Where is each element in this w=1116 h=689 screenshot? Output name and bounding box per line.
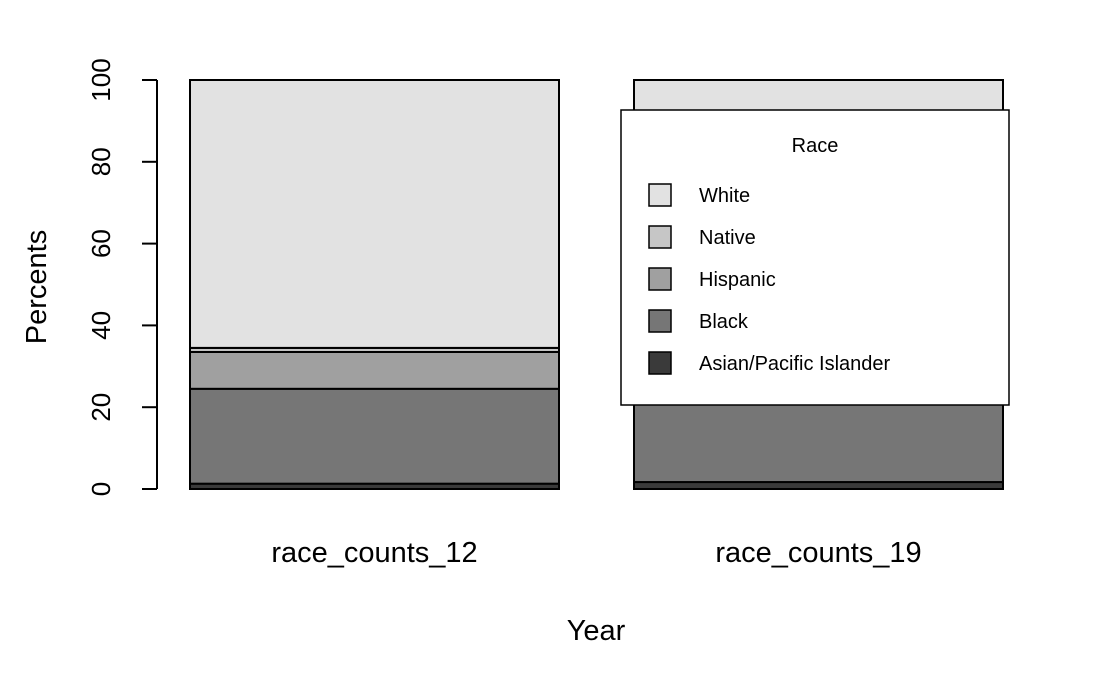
x-axis-title: Year <box>567 615 626 647</box>
legend-swatch <box>648 183 672 207</box>
y-tick-label: 20 <box>86 393 116 422</box>
legend-label: White <box>699 185 750 207</box>
bar-segment-hispanic-1 <box>189 350 560 390</box>
legend-label: Black <box>699 311 749 333</box>
y-tick-label: 60 <box>86 229 116 258</box>
bar-segment-black-1 <box>189 387 560 485</box>
x-axis-labels: race_counts_12 race_counts_19 <box>271 537 921 569</box>
legend-box <box>620 109 1010 406</box>
legend-title: Race <box>792 135 839 157</box>
y-tick-label: 100 <box>86 58 116 101</box>
bar-segment-asian-pacific-islander-2 <box>633 481 1004 490</box>
y-tick-label: 40 <box>86 311 116 340</box>
legend-swatch <box>648 225 672 249</box>
x-tick-label: race_counts_12 <box>271 537 477 569</box>
x-tick-label: race_counts_19 <box>715 537 921 569</box>
legend-label: Hispanic <box>699 269 776 291</box>
legend-swatch <box>648 267 672 291</box>
legend-swatch <box>648 351 672 375</box>
bar-segment-white-1 <box>189 79 560 349</box>
legend-label: Asian/Pacific Islander <box>699 353 891 375</box>
legend: Race White Native Hispanic Black Asian/Pacif… <box>620 109 1010 406</box>
legend-swatch <box>648 309 672 333</box>
legend-label: Native <box>699 227 756 249</box>
y-tick-label: 80 <box>86 147 116 176</box>
y-axis: 0 20 40 60 80 100 <box>86 58 158 496</box>
y-tick-label: 0 <box>86 482 116 496</box>
legend-entries: White Native Hispanic Black Asian/Pacific Is… <box>648 183 891 375</box>
y-axis-title: Percents <box>21 230 53 344</box>
